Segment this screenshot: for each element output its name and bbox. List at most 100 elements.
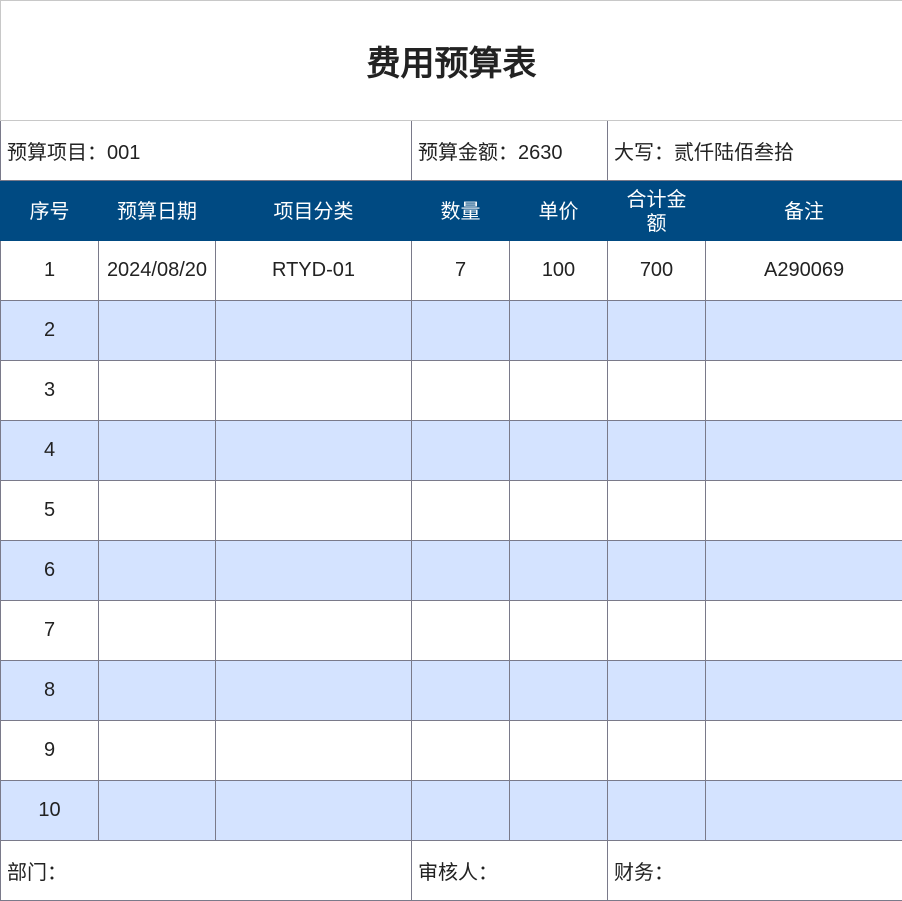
table-row: 1 2024/08/20 RTYD-01 7 100 700 A290069 <box>0 240 902 301</box>
table-cell[interactable] <box>704 360 902 421</box>
table-cell[interactable] <box>509 660 608 721</box>
table-cell[interactable] <box>98 660 216 721</box>
table-row: 8 <box>0 660 902 721</box>
table-cell[interactable]: 7 <box>411 240 510 301</box>
table-cell[interactable] <box>411 360 510 421</box>
caps-value: 贰仟陆佰叁拾 <box>674 140 794 164</box>
table-cell[interactable] <box>509 780 608 841</box>
table-cell[interactable] <box>215 300 412 361</box>
table-cell[interactable] <box>607 540 706 601</box>
table-cell[interactable] <box>411 780 510 841</box>
table-cell[interactable] <box>704 420 902 481</box>
table-cell[interactable] <box>215 600 412 661</box>
table-cell[interactable] <box>411 720 510 781</box>
table-cell[interactable] <box>704 300 902 361</box>
table-cell[interactable] <box>509 420 608 481</box>
caps-cell[interactable]: 大写：贰仟陆佰叁拾 <box>606 120 902 181</box>
table-cell[interactable]: 700 <box>607 240 706 301</box>
column-header[interactable]: 合计金 额 <box>607 180 706 241</box>
table-cell[interactable]: 100 <box>509 240 608 301</box>
table-cell[interactable]: 9 <box>0 720 99 781</box>
table-cell[interactable]: RTYD-01 <box>215 240 412 301</box>
table-cell[interactable]: 6 <box>0 540 99 601</box>
table-cell[interactable]: A290069 <box>704 240 902 301</box>
column-header[interactable]: 项目分类 <box>215 180 412 241</box>
amount-label: 预算金额： <box>418 140 518 164</box>
table-cell[interactable]: 8 <box>0 660 99 721</box>
table-cell[interactable] <box>607 660 706 721</box>
column-header[interactable]: 预算日期 <box>98 180 216 241</box>
table-row: 9 <box>0 720 902 781</box>
table-cell[interactable] <box>215 480 412 541</box>
table-cell[interactable] <box>215 780 412 841</box>
table-cell[interactable] <box>98 300 216 361</box>
table-cell[interactable] <box>411 480 510 541</box>
table-cell[interactable] <box>98 720 216 781</box>
table-cell[interactable]: 3 <box>0 360 99 421</box>
table-cell[interactable] <box>411 600 510 661</box>
amount-cell[interactable]: 预算金额：2630 <box>411 120 608 181</box>
table-row: 4 <box>0 420 902 481</box>
table-row: 6 <box>0 540 902 601</box>
table-cell[interactable] <box>509 720 608 781</box>
dept-cell[interactable]: 部门： <box>0 840 412 901</box>
table-row: 10 <box>0 780 902 841</box>
table-cell[interactable] <box>411 420 510 481</box>
column-header[interactable]: 备注 <box>704 180 902 241</box>
table-cell[interactable] <box>411 540 510 601</box>
table-cell[interactable] <box>411 300 510 361</box>
table-row: 2 <box>0 300 902 361</box>
table-cell[interactable]: 10 <box>0 780 99 841</box>
table-cell[interactable] <box>215 420 412 481</box>
project-value: 001 <box>107 142 141 164</box>
project-label: 预算项目： <box>7 140 107 164</box>
project-cell[interactable]: 预算项目：001 <box>0 120 412 181</box>
table-cell[interactable] <box>607 480 706 541</box>
table-cell[interactable] <box>704 600 902 661</box>
table-cell[interactable] <box>215 540 412 601</box>
table-cell[interactable] <box>607 300 706 361</box>
sheet-title[interactable]: 费用预算表 <box>0 0 902 121</box>
table-cell[interactable] <box>98 780 216 841</box>
table-cell[interactable] <box>704 480 902 541</box>
table-cell[interactable] <box>509 600 608 661</box>
table-cell[interactable]: 1 <box>0 240 99 301</box>
table-row: 5 <box>0 480 902 541</box>
table-cell[interactable] <box>607 420 706 481</box>
table-cell[interactable] <box>98 600 216 661</box>
table-cell[interactable] <box>704 660 902 721</box>
column-header[interactable]: 单价 <box>509 180 608 241</box>
table-cell[interactable] <box>607 600 706 661</box>
amount-value: 2630 <box>518 142 563 164</box>
table-cell[interactable] <box>509 300 608 361</box>
table-cell[interactable]: 2 <box>0 300 99 361</box>
table-cell[interactable] <box>607 360 706 421</box>
table-cell[interactable]: 2024/08/20 <box>98 240 216 301</box>
table-cell[interactable] <box>704 720 902 781</box>
table-cell[interactable] <box>215 660 412 721</box>
reviewer-cell[interactable]: 审核人： <box>411 840 608 901</box>
table-cell[interactable]: 4 <box>0 420 99 481</box>
table-cell[interactable] <box>509 540 608 601</box>
table-cell[interactable] <box>607 720 706 781</box>
table-cell[interactable]: 5 <box>0 480 99 541</box>
table-cell[interactable]: 7 <box>0 600 99 661</box>
finance-cell[interactable]: 财务： <box>606 840 902 901</box>
table-cell[interactable] <box>704 540 902 601</box>
table-cell[interactable] <box>704 780 902 841</box>
table-cell[interactable] <box>607 780 706 841</box>
table-cell[interactable] <box>98 480 216 541</box>
column-header[interactable]: 数量 <box>411 180 510 241</box>
table-row: 3 <box>0 360 902 421</box>
table-cell[interactable] <box>98 420 216 481</box>
table-cell[interactable] <box>411 660 510 721</box>
table-cell[interactable] <box>98 540 216 601</box>
table-cell[interactable] <box>98 360 216 421</box>
table-cell[interactable] <box>509 480 608 541</box>
column-header[interactable]: 序号 <box>0 180 99 241</box>
table-cell[interactable] <box>215 720 412 781</box>
table-cell[interactable] <box>509 360 608 421</box>
table-cell[interactable] <box>215 360 412 421</box>
caps-label: 大写： <box>614 140 674 164</box>
